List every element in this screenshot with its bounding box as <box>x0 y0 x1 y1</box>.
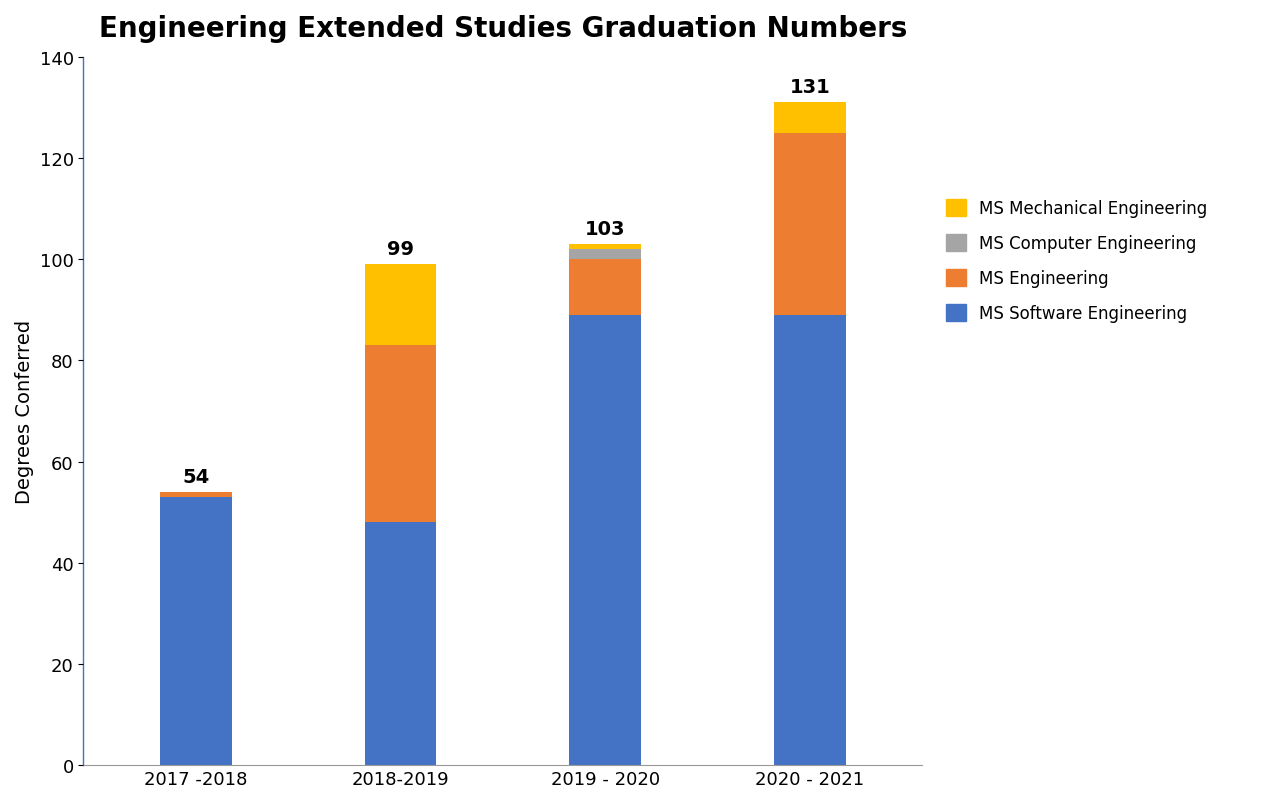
Bar <box>365 346 437 523</box>
Bar <box>569 316 640 765</box>
Text: 99: 99 <box>387 240 414 259</box>
Bar <box>160 497 232 765</box>
Bar <box>569 250 640 260</box>
Bar <box>774 316 845 765</box>
Bar <box>774 104 845 133</box>
Title: Engineering Extended Studies Graduation Numbers: Engineering Extended Studies Graduation … <box>99 15 907 43</box>
Text: 103: 103 <box>585 220 625 238</box>
Bar <box>160 492 232 497</box>
Legend: MS Mechanical Engineering, MS Computer Engineering, MS Engineering, MS Software : MS Mechanical Engineering, MS Computer E… <box>939 194 1214 329</box>
Bar <box>569 245 640 250</box>
Bar <box>365 523 437 765</box>
Text: 54: 54 <box>182 467 210 487</box>
Bar <box>569 260 640 316</box>
Y-axis label: Degrees Conferred: Degrees Conferred <box>15 320 35 503</box>
Bar <box>774 133 845 316</box>
Bar <box>365 265 437 346</box>
Text: 131: 131 <box>789 78 830 97</box>
